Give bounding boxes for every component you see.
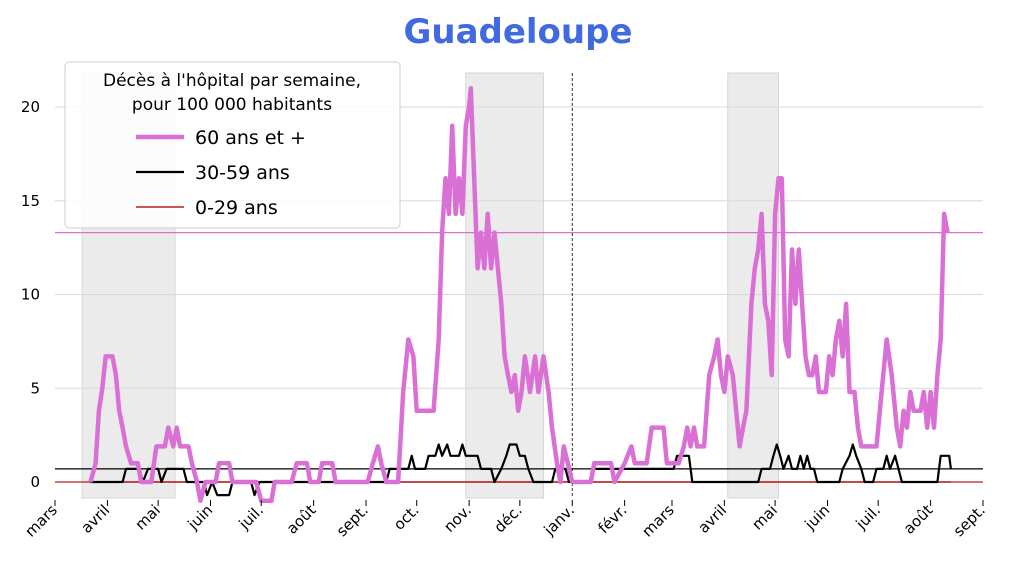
legend: Décès à l'hôpital par semaine, pour 100 … <box>64 61 401 229</box>
x-tick-label-17: août <box>900 501 937 538</box>
legend-title-line-1: Décès à l'hôpital par semaine, <box>103 71 361 91</box>
legend-title-line-2: pour 100 000 habitants <box>132 95 332 115</box>
shaded-period-2 <box>465 72 545 499</box>
legend-label-60-plus: 60 ans et + <box>195 127 306 149</box>
legend-box <box>64 61 401 229</box>
x-tick-label-1: avril <box>77 501 113 537</box>
x-tick-label-3: juin <box>184 501 217 534</box>
x-tick-label-6: sept. <box>333 501 372 540</box>
x-tick-label-5: août <box>283 501 320 538</box>
x-tick-label-10: janv. <box>540 501 578 539</box>
x-tick-label-12: mars <box>638 501 678 541</box>
x-tick-label-0: mars <box>21 501 61 541</box>
x-tick-label-15: juin <box>801 501 834 534</box>
y-axis: 0 5 10 15 20 <box>21 98 40 491</box>
y-tick-label-20: 20 <box>21 98 40 116</box>
legend-label-0-29: 0-29 ans <box>195 197 278 219</box>
series-line-2 <box>90 443 952 497</box>
x-tick-label-4: juil. <box>235 501 267 533</box>
x-tick-label-8: nov. <box>440 501 475 536</box>
legend-label-30-59: 30-59 ans <box>195 162 290 184</box>
chart-title: Guadeloupe <box>403 12 632 52</box>
x-tick-label-2: mai <box>131 501 164 534</box>
y-tick-label-15: 15 <box>21 192 40 210</box>
y-tick-label-0: 0 <box>30 473 40 491</box>
x-tick-label-14: mai <box>748 501 781 534</box>
x-tick-label-7: oct. <box>390 501 423 534</box>
x-tick-label-13: avril <box>694 501 730 537</box>
data-series <box>88 86 952 504</box>
y-tick-label-5: 5 <box>30 379 40 397</box>
x-tick-label-9: déc. <box>490 501 525 536</box>
series-line-1 <box>88 86 950 504</box>
y-tick-label-10: 10 <box>21 286 40 304</box>
x-axis: mars avril mai juin juil. août sept. oct. nov. dé… <box>21 500 989 541</box>
x-tick-label-11: févr. <box>594 501 630 537</box>
x-tick-label-16: juil. <box>852 501 884 533</box>
x-tick-label-18: sept. <box>950 501 989 540</box>
